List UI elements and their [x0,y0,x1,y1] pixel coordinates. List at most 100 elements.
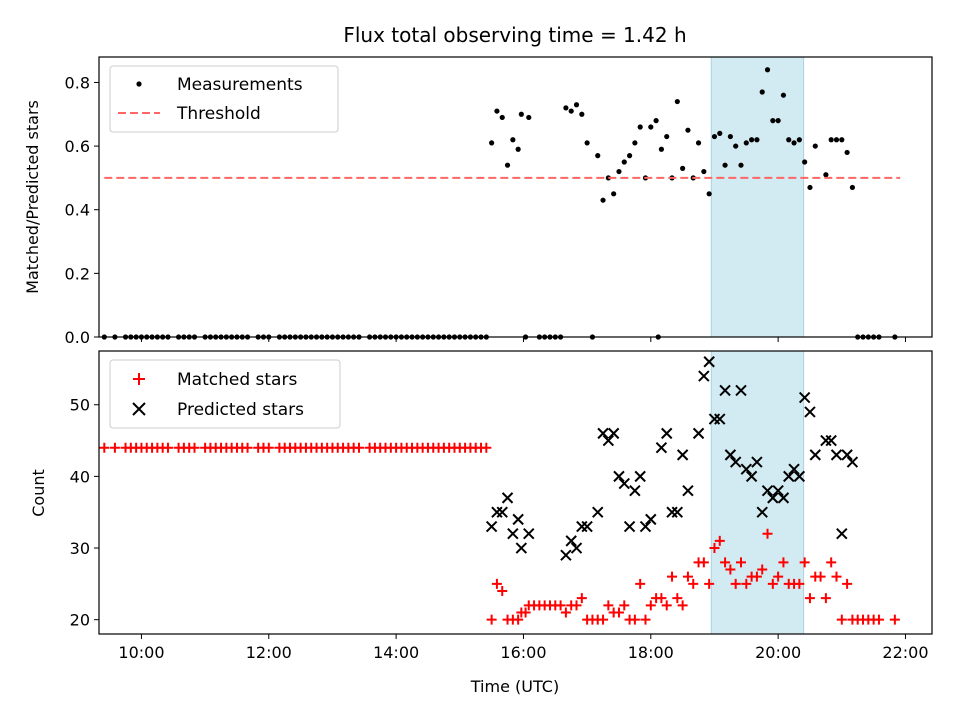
measurement-point [489,140,495,146]
predicted-star-point [825,434,837,447]
top-highlight-band [710,56,805,338]
matched-star-point [730,578,741,589]
matched-star-point [189,442,200,453]
measurement-point [749,137,755,143]
top-legend-box [109,65,339,133]
measurement-point [706,191,712,197]
matched-star-point [481,442,492,453]
measurement-point [823,172,829,178]
top-highlight-band-layer [710,56,805,338]
matched-star-point [520,607,531,618]
matched-star-point [629,614,640,625]
predicted-star-point [618,477,630,490]
bottom-panel: 20 30 40 50 10:00 12:00 14:00 16:00 18:00 20:00 2… [29,350,933,696]
matched-star-point [704,578,715,589]
measurement-point [722,162,728,168]
predicted-star-point [623,520,636,533]
measurement-point [807,184,813,191]
matched-star-point [263,442,274,453]
top-y-tick-label: 0.0 [65,328,90,347]
legend-label-measurements: Measurements [177,75,303,95]
matched-star-point [353,442,364,453]
matched-star-point [677,600,688,611]
bottom-highlight-band [710,350,805,635]
bottom-x-axis: 10:00 12:00 14:00 16:00 18:00 20:00 22:00 [118,634,929,662]
predicted-star-point [676,449,689,461]
top-y-tick-label: 0.2 [65,264,90,283]
measurement-point [568,108,574,114]
x-tick-label: 22:00 [882,643,928,662]
measurement-point [600,197,606,203]
predicted-star-point [719,384,731,397]
legend-marker-predicted-stars [132,402,146,416]
matched-star-point [513,614,524,625]
matched-star-point [603,600,614,611]
matched-star-point [767,578,778,589]
matched-star-point [725,564,736,575]
predicted-star-point [761,485,774,497]
matched-star-point [831,571,842,582]
chart-title: Flux total observing time = 1.42 h [343,23,686,47]
top-plot-frame [98,56,933,338]
predicted-star-point [751,456,763,468]
measurement-point [743,140,749,146]
predicted-star-point [570,542,583,554]
measurement-point [637,124,643,130]
measurement-point [653,118,659,124]
bottom-y-tick-label: 40 [70,467,90,486]
matched-star-point [613,607,624,618]
measurement-point [770,118,776,124]
x-tick-label: 12:00 [246,643,292,662]
predicted-star-point [788,463,800,475]
predicted-star-point [645,513,657,526]
measurement-point [518,111,524,117]
measurement-point [711,133,718,140]
measurement-point [828,137,834,143]
predicted-star-point [602,434,615,447]
predicted-star-point [512,513,524,526]
top-y-axis-label: Matched/Predicted stars [23,100,42,294]
predicted-star-point [592,506,604,518]
predicted-star-point [666,506,678,518]
measurement-point [526,114,532,121]
matched-star-point [656,593,667,604]
x-tick-label: 18:00 [628,643,674,662]
predicted-star-point [724,449,737,461]
predicted-star-point [560,549,572,561]
predicted-star-point [772,485,784,497]
predicted-star-point [777,492,790,504]
measurement-point [584,140,590,146]
matched-star-point [735,557,746,568]
predicted-star-point [703,356,715,368]
bottom-y-tick-label: 20 [70,611,90,630]
predicted-star-point [613,470,625,483]
top-legend: Measurements Threshold [109,65,339,133]
measurement-point [674,98,680,105]
predicted-star-point [634,470,646,483]
matched-star-point [762,528,773,539]
predicted-star-point [491,506,503,518]
measurement-point [616,168,622,175]
measurement-point [563,105,569,111]
measurement-point [844,149,850,156]
matched-star-point [804,593,815,604]
predicted-star-point [682,485,694,497]
measurement-point [796,137,802,143]
matched-star-point [576,593,587,604]
measurement-point [738,162,744,168]
legend-marker-matched-stars [133,373,145,385]
matched-star-point [598,614,609,625]
matched-star-point [486,614,497,625]
measurement-point [754,137,760,143]
measurement-point [579,111,585,117]
matched-star-point [799,557,810,568]
predicted-star-point [714,413,726,425]
measurement-point [648,124,654,130]
measurement-point [504,162,511,168]
x-tick-label: 16:00 [500,643,546,662]
matched-star-point [619,600,630,611]
measurement-point [802,159,808,165]
matched-star-point [741,578,752,589]
bottom-y-axis: 20 30 40 50 [70,396,99,630]
